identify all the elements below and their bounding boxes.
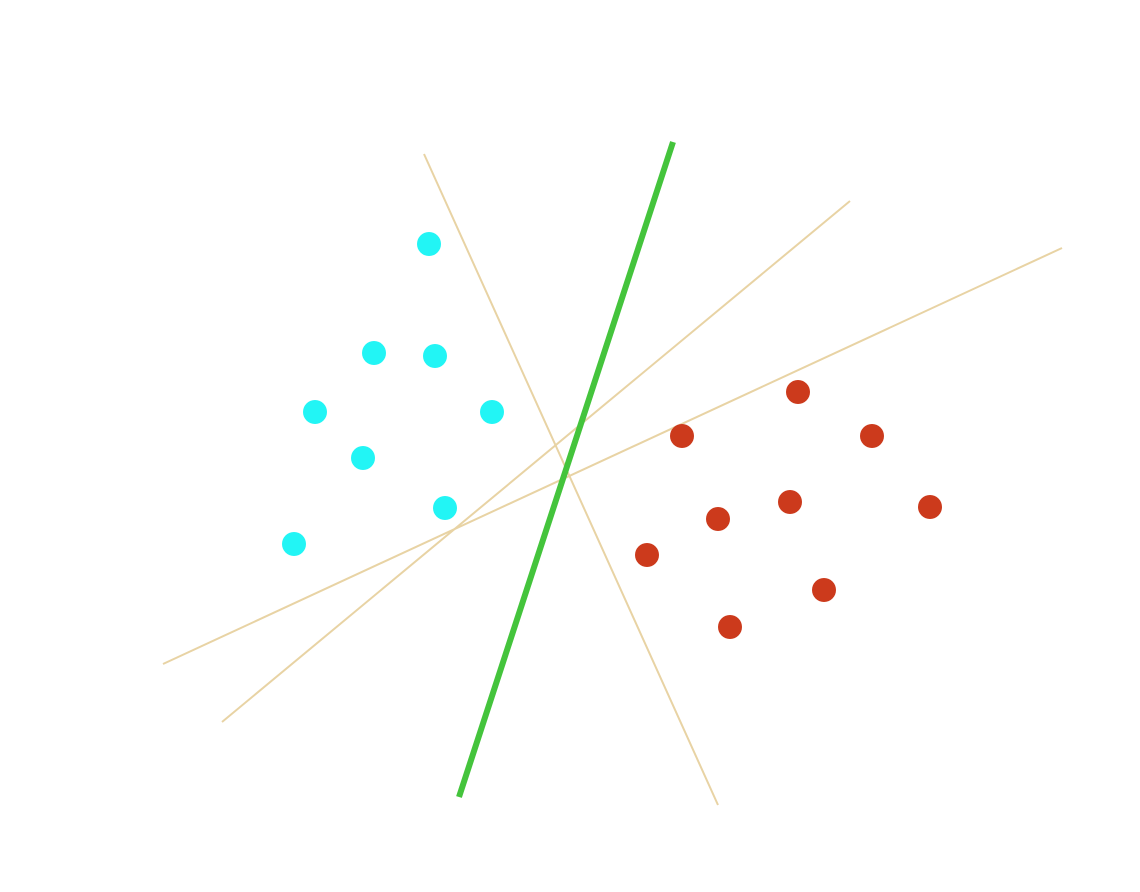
class-a-point bbox=[362, 341, 386, 365]
candidate-separator-line-shallow bbox=[162, 247, 1063, 665]
class-a-points bbox=[282, 232, 504, 556]
class-a-point bbox=[433, 496, 457, 520]
class-b-points bbox=[635, 380, 942, 639]
class-a-point bbox=[417, 232, 441, 256]
class-b-point bbox=[706, 507, 730, 531]
class-a-point bbox=[303, 400, 327, 424]
class-b-point bbox=[778, 490, 802, 514]
candidate-separator-lines bbox=[162, 153, 1063, 806]
optimal-separator-line bbox=[456, 141, 676, 798]
candidate-separator-line-middle bbox=[221, 200, 851, 723]
class-a-point bbox=[282, 532, 306, 556]
class-b-point bbox=[635, 543, 659, 567]
candidate-separator-line-steep bbox=[423, 153, 719, 806]
class-b-point bbox=[786, 380, 810, 404]
class-b-point bbox=[860, 424, 884, 448]
class-b-point bbox=[670, 424, 694, 448]
class-b-point bbox=[718, 615, 742, 639]
class-a-point bbox=[351, 446, 375, 470]
class-a-point bbox=[480, 400, 504, 424]
class-a-point bbox=[423, 344, 447, 368]
class-b-point bbox=[918, 495, 942, 519]
class-b-point bbox=[812, 578, 836, 602]
